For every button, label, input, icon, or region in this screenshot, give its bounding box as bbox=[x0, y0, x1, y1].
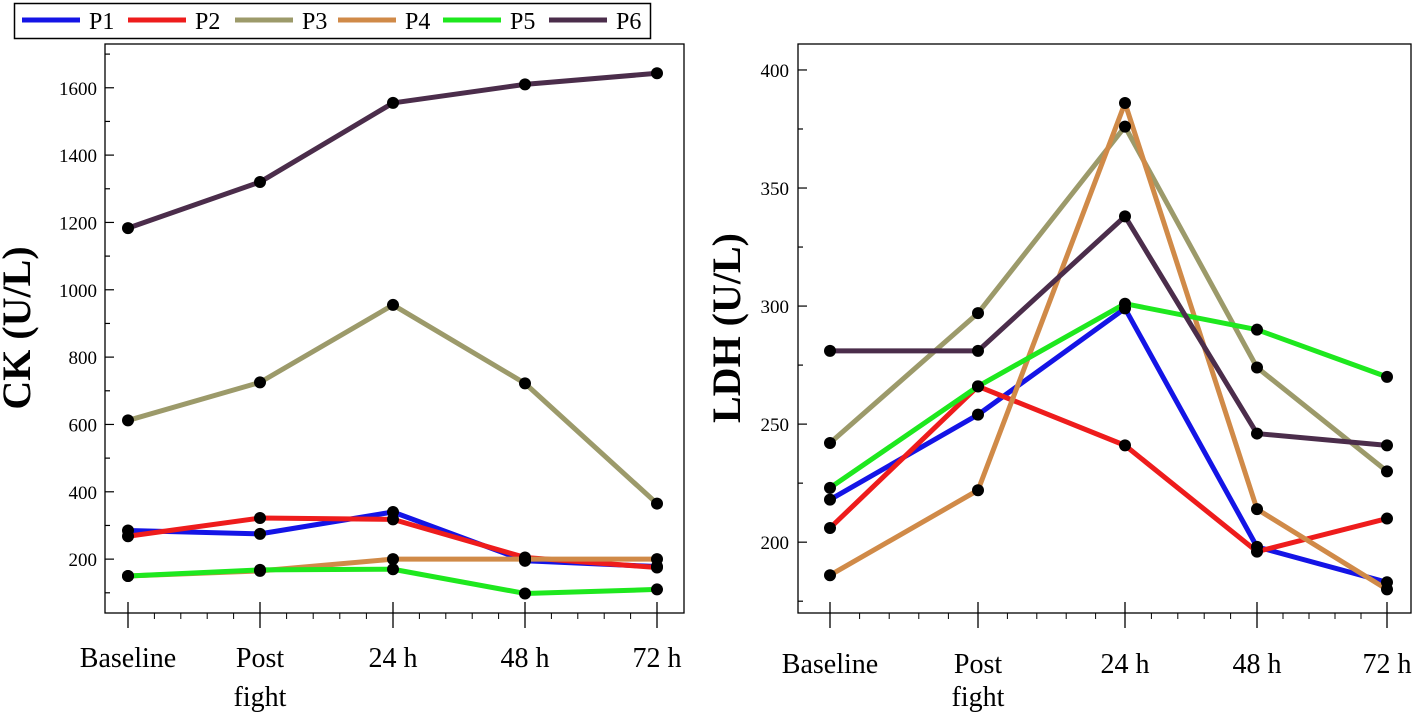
ck-x-category-label: fight bbox=[234, 682, 287, 713]
ck-data-point-p3 bbox=[651, 497, 663, 510]
ck-data-point-p5 bbox=[519, 587, 531, 600]
ck-data-point-p4 bbox=[651, 553, 663, 566]
ldh-series-line-p6 bbox=[827, 213, 1390, 448]
ldh-data-point-p2 bbox=[1381, 512, 1393, 525]
ck-y-tick-label: 1000 bbox=[59, 281, 97, 302]
ldh-data-point-p2 bbox=[1251, 545, 1263, 558]
ldh-data-point-p2 bbox=[824, 522, 836, 535]
ck-data-point-p5 bbox=[387, 563, 399, 576]
ck-data-point-p6 bbox=[254, 176, 266, 189]
ldh-data-point-p6 bbox=[1119, 210, 1131, 223]
ck-data-point-p2 bbox=[254, 512, 266, 525]
legend-box bbox=[13, 2, 652, 40]
ldh-x-category-label: 48 h bbox=[1233, 649, 1282, 680]
ck-data-point-p3 bbox=[519, 377, 531, 390]
ck-x-category-label: 72 h bbox=[633, 643, 682, 674]
ck-plot-frame bbox=[104, 43, 685, 614]
ldh-data-point-p6 bbox=[1381, 439, 1393, 452]
ck-y-tick-label: 1400 bbox=[59, 146, 97, 167]
ck-data-point-p6 bbox=[122, 222, 134, 235]
ldh-series-line-p5 bbox=[827, 301, 1390, 491]
ldh-x-category-label: 24 h bbox=[1101, 649, 1150, 680]
ldh-x-category-label: Baseline bbox=[782, 649, 878, 680]
ck-data-point-p3 bbox=[122, 414, 134, 427]
ldh-y-tick-label: 350 bbox=[761, 179, 790, 200]
ck-data-point-p4 bbox=[387, 553, 399, 566]
legend-label-p3: P3 bbox=[302, 9, 327, 35]
ldh-data-point-p1 bbox=[824, 493, 836, 506]
ck-y-tick-label: 600 bbox=[69, 415, 98, 436]
legend-label-p6: P6 bbox=[616, 9, 641, 35]
ldh-x-category-label: Post bbox=[954, 649, 1002, 680]
ck-data-point-p5 bbox=[651, 583, 663, 596]
ldh-series-line-p3 bbox=[827, 124, 1390, 474]
ldh-y-tick-label: 300 bbox=[761, 297, 790, 318]
ck-data-point-p2 bbox=[387, 513, 399, 526]
ck-x-category-label: 48 h bbox=[501, 643, 550, 674]
legend-label-p5: P5 bbox=[510, 9, 535, 35]
ldh-y-tick-label: 250 bbox=[761, 415, 790, 436]
ldh-data-point-p4 bbox=[1119, 97, 1131, 110]
ldh-data-point-p5 bbox=[824, 481, 836, 494]
ck-data-point-p5 bbox=[122, 569, 134, 582]
ldh-data-point-p4 bbox=[1381, 583, 1393, 596]
ck-x-category-label: 24 h bbox=[369, 643, 418, 674]
ldh-data-point-p4 bbox=[824, 569, 836, 582]
ck-y-tick-label: 400 bbox=[69, 483, 98, 504]
legend-label-p1: P1 bbox=[89, 9, 114, 35]
ldh-data-point-p2 bbox=[1119, 439, 1131, 452]
ck-data-point-p6 bbox=[651, 67, 663, 80]
ck-data-point-p2 bbox=[122, 530, 134, 543]
legend-label-p2: P2 bbox=[195, 9, 220, 35]
ldh-y-tick-label: 200 bbox=[761, 533, 790, 554]
ldh-plot-frame bbox=[797, 43, 1412, 614]
ldh-data-point-p4 bbox=[1251, 503, 1263, 516]
ck-x-category-label: Baseline bbox=[80, 643, 176, 674]
ldh-data-point-p6 bbox=[824, 344, 836, 357]
ldh-y-tick-label: 400 bbox=[761, 61, 790, 82]
ck-data-point-p2 bbox=[651, 561, 663, 574]
ldh-data-point-p5 bbox=[1381, 370, 1393, 383]
ldh-data-point-p3 bbox=[824, 437, 836, 450]
ck-y-tick-label: 200 bbox=[69, 550, 98, 571]
ldh-data-point-p4 bbox=[972, 484, 984, 497]
ck-data-point-p6 bbox=[519, 78, 531, 91]
legend-label-p4: P4 bbox=[405, 9, 430, 35]
ck-data-point-p1 bbox=[254, 527, 266, 540]
ldh-data-point-p5 bbox=[1119, 297, 1131, 310]
ldh-x-category-label: fight bbox=[952, 682, 1005, 713]
ck-y-axis-label: CK (U/L) bbox=[0, 246, 39, 409]
ck-chart: 200 400 600 800 1000 1200 1400 1600 Baseline Post… bbox=[0, 43, 685, 713]
ck-y-tick-label: 800 bbox=[69, 348, 98, 369]
ldh-data-point-p1 bbox=[972, 408, 984, 421]
ldh-data-point-p6 bbox=[972, 344, 984, 357]
ck-y-tick-label: 1600 bbox=[59, 79, 97, 100]
ldh-x-category-label: 72 h bbox=[1363, 649, 1412, 680]
ck-series-line-p6 bbox=[125, 70, 660, 231]
legend: P1 P2 P3 P4 P5 P6 bbox=[13, 2, 652, 40]
ck-data-point-p6 bbox=[387, 96, 399, 109]
ck-series-line-p3 bbox=[125, 302, 660, 507]
ck-data-point-p5 bbox=[254, 563, 266, 576]
ldh-data-point-p5 bbox=[972, 380, 984, 393]
ldh-y-axis-label: LDH (U/L) bbox=[704, 233, 749, 423]
ck-x-category-label: Post bbox=[236, 643, 284, 674]
ck-data-point-p4 bbox=[519, 553, 531, 566]
ldh-data-point-p6 bbox=[1251, 427, 1263, 440]
ldh-data-point-p3 bbox=[972, 307, 984, 320]
ldh-data-point-p5 bbox=[1251, 323, 1263, 336]
ldh-data-point-p3 bbox=[1251, 361, 1263, 374]
ldh-data-point-p3 bbox=[1119, 120, 1131, 133]
ck-data-point-p3 bbox=[254, 376, 266, 389]
ck-data-point-p3 bbox=[387, 298, 399, 311]
ck-y-tick-label: 1200 bbox=[59, 213, 97, 234]
ldh-data-point-p3 bbox=[1381, 465, 1393, 478]
